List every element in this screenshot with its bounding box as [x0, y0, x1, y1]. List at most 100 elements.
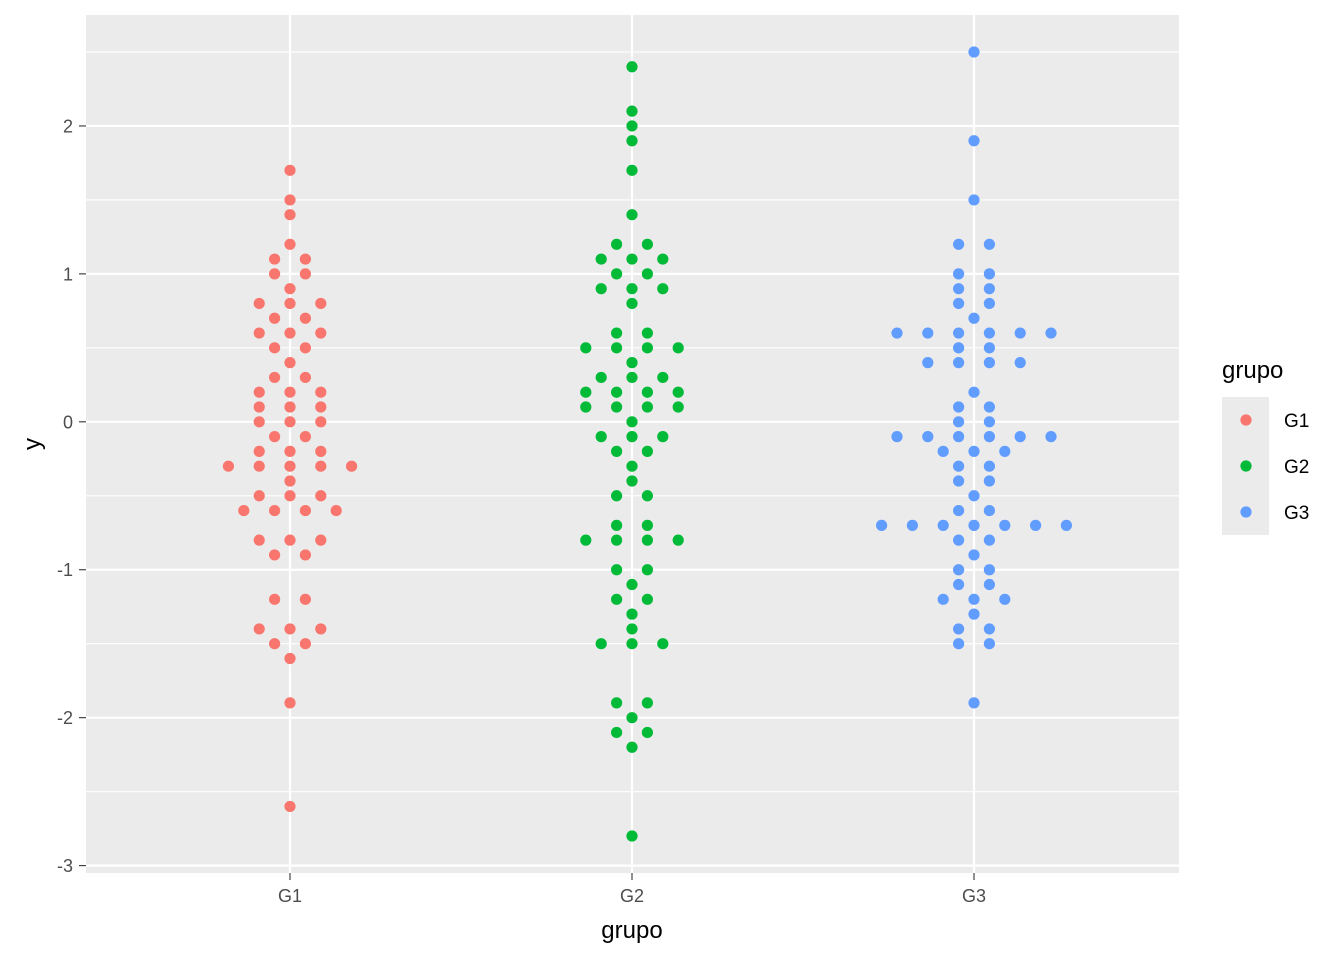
- point-g1: [269, 371, 281, 384]
- point-g1: [315, 490, 327, 502]
- point-g1: [253, 490, 265, 502]
- point-g1: [253, 327, 265, 339]
- point-g2: [641, 342, 654, 354]
- point-g3: [922, 327, 934, 339]
- point-g2: [626, 431, 638, 443]
- point-g1: [253, 445, 265, 457]
- point-g1: [284, 445, 296, 457]
- point-g1: [284, 238, 296, 250]
- point-g3: [953, 534, 965, 546]
- point-g3: [983, 342, 996, 354]
- point-g2: [580, 386, 592, 398]
- point-g3: [999, 519, 1011, 531]
- point-g3: [953, 342, 965, 354]
- point-g1: [284, 697, 296, 709]
- point-g2: [626, 460, 638, 472]
- point-g1: [284, 164, 296, 176]
- point-g2: [626, 475, 638, 487]
- point-g3: [1030, 519, 1042, 531]
- point-g1: [299, 593, 311, 605]
- point-g1: [253, 297, 265, 310]
- point-g3: [983, 401, 996, 413]
- point-g1: [253, 401, 265, 413]
- point-g2: [641, 238, 654, 250]
- point-g2: [657, 283, 669, 295]
- x-tick-label: G3: [962, 886, 986, 906]
- point-g1: [284, 194, 296, 206]
- point-g3: [953, 564, 965, 576]
- y-tick-label: -3: [57, 856, 73, 876]
- data-points: [222, 46, 1072, 842]
- point-g3: [983, 475, 996, 487]
- point-g1: [284, 283, 296, 295]
- point-g1: [284, 623, 296, 635]
- point-g1: [269, 342, 281, 354]
- point-g2: [595, 431, 607, 443]
- point-g2: [672, 386, 684, 398]
- point-g1: [284, 460, 296, 472]
- point-g2: [626, 608, 638, 620]
- point-g3: [953, 238, 965, 250]
- point-g2: [626, 135, 638, 147]
- point-g1: [299, 342, 311, 354]
- point-g2: [626, 578, 638, 591]
- point-g2: [611, 564, 623, 576]
- point-g1: [284, 652, 296, 665]
- y-tick-label: -1: [57, 560, 73, 580]
- point-g2: [626, 164, 638, 176]
- point-g2: [672, 534, 684, 546]
- y-axis-title: y: [19, 438, 46, 450]
- point-g3: [937, 593, 949, 605]
- y-tick-label: -2: [57, 708, 73, 728]
- point-g1: [284, 490, 296, 502]
- legend-title: grupo: [1222, 357, 1283, 384]
- point-g1: [299, 312, 311, 324]
- point-g3: [983, 460, 996, 472]
- point-g2: [672, 401, 684, 413]
- point-g3: [953, 401, 965, 413]
- point-g1: [284, 327, 296, 339]
- point-g1: [299, 268, 311, 280]
- point-g2: [580, 534, 592, 546]
- point-g2: [641, 445, 654, 457]
- point-g1: [315, 445, 327, 457]
- point-g1: [253, 623, 265, 635]
- point-g2: [626, 623, 638, 635]
- point-g1: [269, 638, 281, 650]
- point-g2: [611, 327, 623, 339]
- point-g3: [968, 194, 980, 206]
- point-g3: [968, 608, 980, 620]
- point-g1: [284, 386, 296, 398]
- point-g2: [641, 268, 654, 280]
- point-g1: [315, 297, 327, 310]
- point-g2: [611, 238, 623, 250]
- point-g2: [626, 830, 638, 842]
- point-g2: [626, 638, 638, 650]
- legend-key-g3: [1240, 506, 1252, 518]
- point-g3: [983, 638, 996, 650]
- point-g1: [269, 593, 281, 605]
- point-g2: [626, 297, 638, 310]
- point-g1: [315, 460, 327, 472]
- point-g1: [315, 534, 327, 546]
- point-g3: [891, 431, 903, 443]
- x-axis: G1 G2 G3: [278, 873, 986, 906]
- point-g2: [641, 519, 654, 531]
- point-g2: [626, 120, 638, 132]
- point-g1: [299, 638, 311, 650]
- point-g1: [284, 800, 296, 813]
- point-g3: [983, 327, 996, 339]
- point-g1: [284, 401, 296, 413]
- point-g2: [641, 726, 654, 739]
- point-g3: [953, 431, 965, 443]
- point-g3: [968, 135, 980, 147]
- point-g3: [937, 519, 949, 531]
- point-g3: [968, 519, 980, 531]
- point-g2: [626, 371, 638, 384]
- point-g2: [626, 416, 638, 428]
- point-g3: [953, 578, 965, 591]
- point-g2: [641, 697, 654, 709]
- legend-label: G1: [1284, 411, 1309, 432]
- point-g3: [968, 490, 980, 502]
- point-g3: [953, 327, 965, 339]
